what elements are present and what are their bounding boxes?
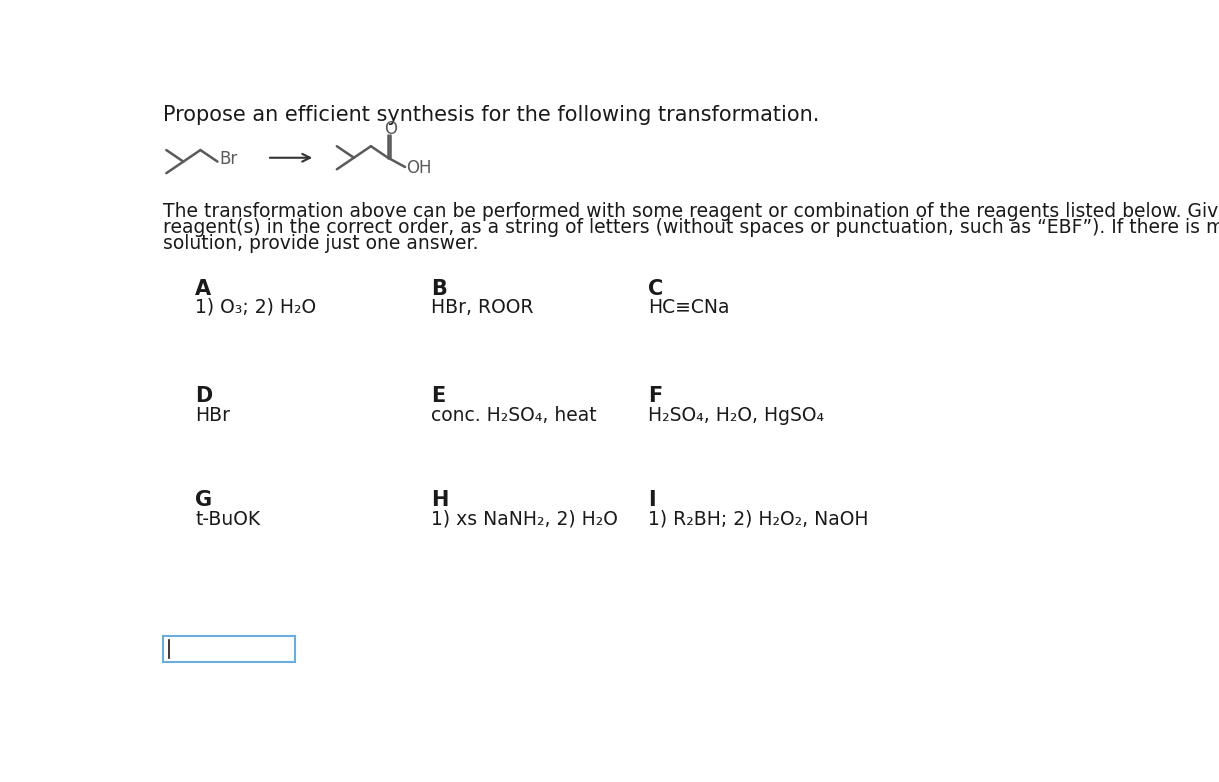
Text: HBr: HBr <box>195 406 230 425</box>
Text: conc. H₂SO₄, heat: conc. H₂SO₄, heat <box>432 406 597 425</box>
Text: F: F <box>649 386 663 407</box>
Text: 1) R₂BH; 2) H₂O₂, NaOH: 1) R₂BH; 2) H₂O₂, NaOH <box>649 510 869 529</box>
Text: C: C <box>649 278 663 299</box>
Text: 1) O₃; 2) H₂O: 1) O₃; 2) H₂O <box>195 298 316 317</box>
Text: D: D <box>195 386 212 407</box>
Text: Br: Br <box>219 150 238 168</box>
Text: The transformation above can be performed with some reagent or combination of th: The transformation above can be performe… <box>163 202 1219 221</box>
Text: t-BuOK: t-BuOK <box>195 510 260 529</box>
Text: G: G <box>195 490 212 511</box>
Text: I: I <box>649 490 656 511</box>
Text: solution, provide just one answer.: solution, provide just one answer. <box>163 234 479 253</box>
Text: OH: OH <box>407 159 432 177</box>
Text: 1) xs NaNH₂, 2) H₂O: 1) xs NaNH₂, 2) H₂O <box>432 510 618 529</box>
Text: Propose an efficient synthesis for the following transformation.: Propose an efficient synthesis for the f… <box>163 105 819 124</box>
Text: A: A <box>195 278 211 299</box>
Text: H: H <box>432 490 449 511</box>
Text: O: O <box>384 120 397 138</box>
Text: reagent(s) in the correct order, as a string of letters (without spaces or punct: reagent(s) in the correct order, as a st… <box>163 218 1219 237</box>
Text: B: B <box>432 278 447 299</box>
Text: HC≡CNa: HC≡CNa <box>649 298 730 317</box>
Text: E: E <box>432 386 446 407</box>
Text: HBr, ROOR: HBr, ROOR <box>432 298 534 317</box>
Bar <box>163 636 295 662</box>
Text: H₂SO₄, H₂O, HgSO₄: H₂SO₄, H₂O, HgSO₄ <box>649 406 824 425</box>
